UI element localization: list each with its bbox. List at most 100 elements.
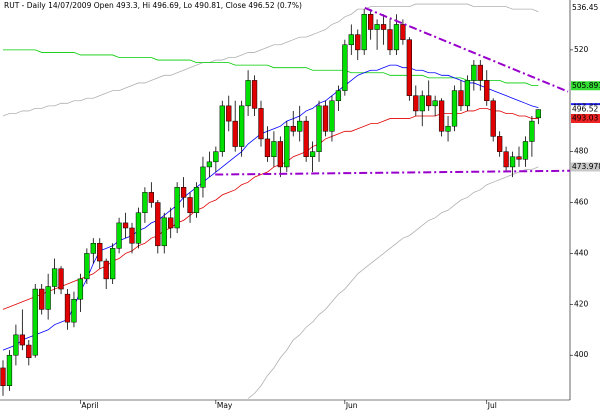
candle-body — [251, 80, 258, 109]
candle-body — [84, 253, 90, 280]
candle-body — [71, 298, 77, 323]
candle-body — [529, 120, 535, 142]
candle-body — [400, 24, 406, 40]
candle-body — [477, 64, 483, 81]
candle-body — [161, 217, 167, 247]
y-tick-label: 460 — [574, 198, 589, 207]
price-label-box — [571, 113, 600, 123]
y-tick-label: 520 — [574, 45, 589, 54]
candle-body — [97, 243, 103, 262]
candle-body — [0, 367, 6, 387]
candle-body — [193, 187, 200, 213]
candle-body — [471, 64, 477, 81]
candle-body — [329, 100, 335, 132]
candle-body — [290, 125, 296, 132]
trendline — [215, 169, 570, 176]
candle-body — [39, 288, 45, 310]
price-label: 473.978 — [572, 162, 600, 171]
candle-body — [516, 156, 522, 160]
candle-body — [309, 151, 316, 157]
y-tick-label: 400 — [574, 350, 589, 359]
candle-body — [110, 248, 116, 280]
candle-body — [90, 243, 96, 254]
price-label: 493.03 — [572, 113, 598, 122]
candle-body — [484, 80, 490, 102]
candle-body — [200, 166, 206, 188]
x-tick-label: April — [81, 401, 98, 410]
indicator-line — [2, 108, 539, 310]
candle-body — [464, 80, 471, 107]
indicator-line — [247, 166, 539, 399]
candle-body — [232, 120, 238, 147]
indicator-line — [2, 3, 539, 117]
candle-body — [206, 161, 213, 168]
price-label: 496.52 — [572, 105, 598, 114]
candle-body — [490, 100, 496, 137]
candle-body — [361, 13, 367, 51]
candle-body — [142, 192, 148, 213]
candle-body — [13, 334, 19, 356]
candle-body — [432, 100, 438, 107]
trendline — [364, 6, 569, 93]
candle-body — [406, 39, 413, 96]
x-tick-label: Jun — [345, 401, 358, 410]
candle-body — [103, 260, 109, 280]
candle-body — [438, 100, 445, 132]
candle-body — [419, 95, 425, 112]
candle-body — [335, 90, 342, 102]
candle-body — [509, 156, 516, 168]
candle-body — [51, 268, 58, 287]
candle-body — [174, 187, 180, 229]
candle-body — [342, 44, 348, 91]
candle-body — [148, 192, 154, 203]
candle-body — [284, 125, 290, 168]
candle-body — [19, 334, 26, 346]
candle-body — [129, 227, 135, 244]
x-tick-label: Jul — [487, 401, 497, 410]
candle-body — [426, 95, 432, 107]
candle-body — [374, 24, 380, 30]
candle-body — [58, 268, 64, 290]
candle-body — [297, 120, 303, 132]
candle-body — [445, 125, 451, 132]
y-tick-label: 480 — [574, 147, 589, 156]
candle-body — [522, 141, 529, 160]
candle-body — [116, 222, 122, 249]
candle-body — [77, 278, 84, 300]
candle-body — [277, 141, 284, 168]
candle-body — [451, 90, 458, 127]
price-label-box — [571, 81, 600, 91]
price-label: 505.891 — [572, 81, 600, 90]
candle-body — [213, 151, 219, 163]
candle-body — [322, 105, 329, 132]
indicator-line — [3, 49, 539, 86]
candle-body — [355, 34, 361, 51]
candle-body — [303, 120, 309, 157]
candle-body — [122, 222, 129, 229]
candle-body — [239, 105, 245, 147]
candle-body — [45, 286, 51, 310]
candle-body — [32, 288, 38, 356]
indicator-line — [2, 64, 539, 351]
candle-body — [258, 108, 264, 140]
candle-body — [271, 141, 277, 157]
candle-body — [368, 13, 374, 30]
candle-body — [6, 354, 13, 387]
candle-body — [26, 344, 32, 359]
candle-body — [393, 24, 400, 51]
candle-body — [348, 34, 354, 46]
candle-body — [64, 293, 71, 323]
candle-body — [135, 212, 142, 244]
x-tick-label: May — [217, 401, 233, 410]
candle-body — [187, 197, 193, 213]
candle-body — [413, 95, 419, 112]
price-label-box — [571, 105, 600, 115]
candle-body — [503, 151, 509, 168]
candle-body — [380, 24, 387, 30]
y-tick-label: 440 — [574, 248, 589, 257]
candle-body — [497, 136, 503, 152]
candle-body — [155, 202, 161, 247]
y-tick-label: 420 — [574, 299, 589, 308]
